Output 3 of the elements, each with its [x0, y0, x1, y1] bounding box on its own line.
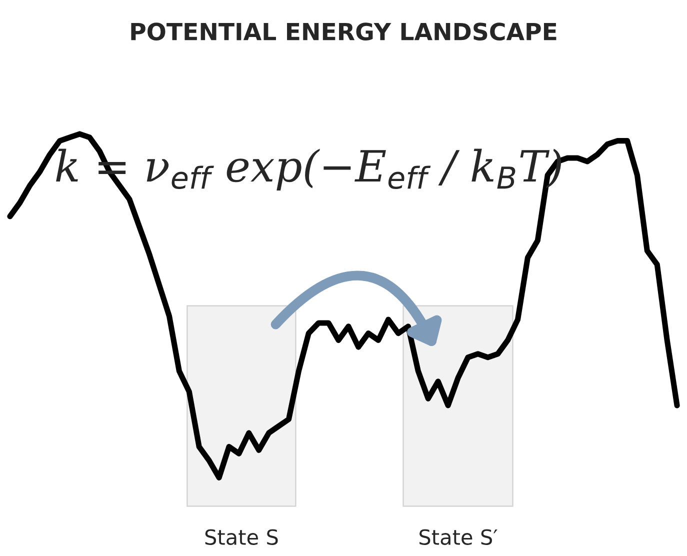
- chart-title: POTENTIAL ENERGY LANDSCAPE: [131, 22, 556, 41]
- text: State S: [205, 529, 278, 545]
- text: State S′: [420, 529, 498, 545]
